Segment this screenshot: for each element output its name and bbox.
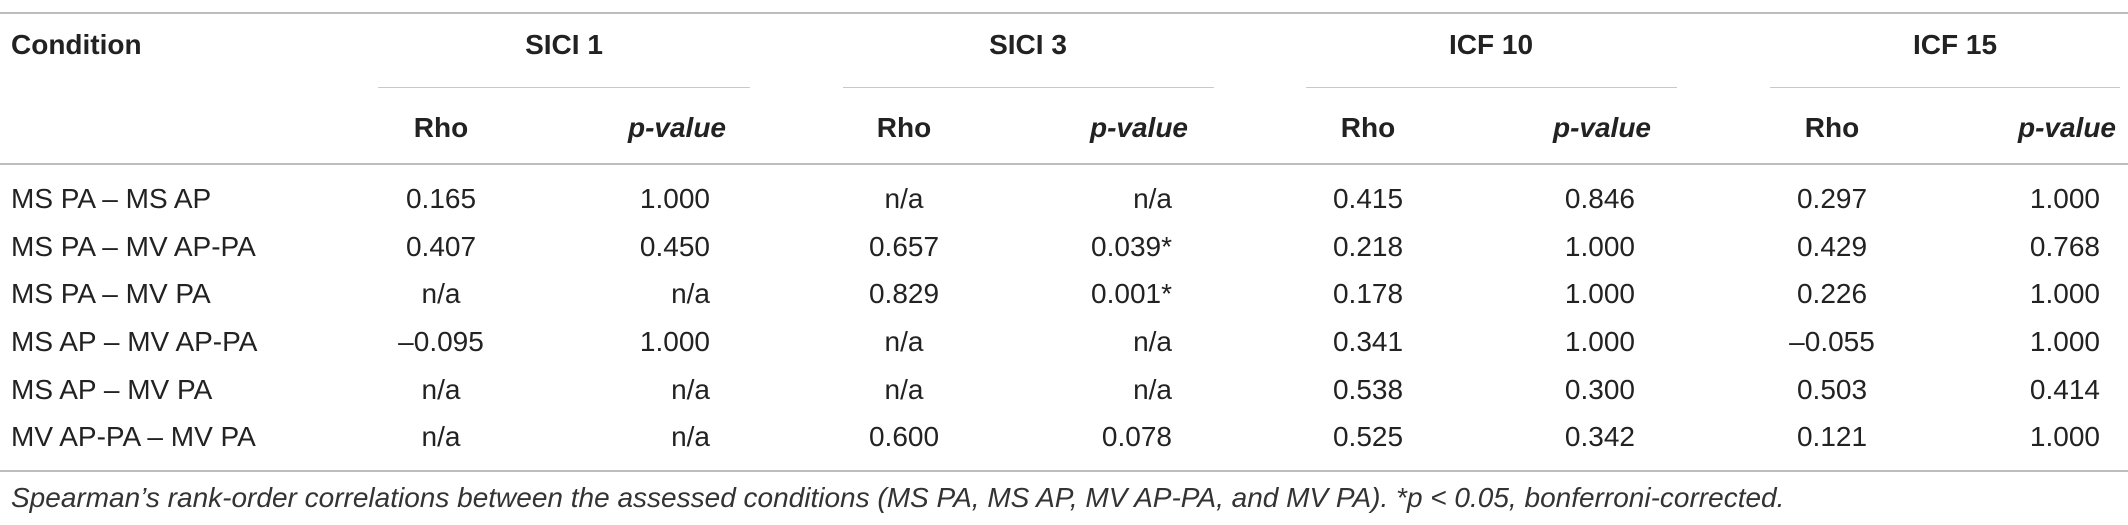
rho-cell: 0.226 (1796, 278, 1868, 309)
rho-cell: 0.178 (1332, 278, 1404, 309)
rho-cell: 0.165 (405, 183, 477, 214)
rho-cell: 0.415 (1332, 183, 1404, 214)
rho-header-sici1: Rho (413, 112, 469, 143)
rho-cell: n/a (884, 326, 924, 357)
group-underline-sici1 (378, 87, 750, 88)
rho-header-icf15: Rho (1804, 112, 1860, 143)
pvalue-cell: 1.000 (639, 326, 710, 357)
table-bottom-rule (0, 470, 2128, 472)
condition-header: Condition (11, 29, 142, 60)
group-header-icf10: ICF 10 (1448, 29, 1534, 60)
rho-header-icf10: Rho (1340, 112, 1396, 143)
pvalue-cell: 1.000 (1564, 278, 1635, 309)
row-condition: MS AP – MV AP-PA (11, 326, 258, 357)
pvalue-cell: 1.000 (2029, 326, 2100, 357)
pvalue-cell: 0.768 (2029, 231, 2100, 262)
rho-cell: 0.429 (1796, 231, 1868, 262)
pvalue-cell: 0.078 (1101, 421, 1172, 452)
pvalue-cell: 0.300 (1564, 374, 1635, 405)
group-underline-icf10 (1306, 87, 1677, 88)
rho-cell: n/a (421, 374, 461, 405)
rho-cell: 0.341 (1332, 326, 1404, 357)
rho-cell: 0.538 (1332, 374, 1404, 405)
rho-cell: 0.218 (1332, 231, 1404, 262)
pvalue-header-sici3: p-value (1089, 112, 1188, 143)
pvalue-cell: 1.000 (2029, 278, 2100, 309)
row-condition: MV AP-PA – MV PA (11, 421, 256, 452)
pvalue-cell: 0.450 (639, 231, 710, 262)
pvalue-header-sici1: p-value (627, 112, 726, 143)
rho-cell: n/a (421, 278, 461, 309)
pvalue-cell: n/a (671, 278, 710, 309)
rho-cell: 0.407 (405, 231, 477, 262)
pvalue-cell: 1.000 (639, 183, 710, 214)
rho-cell: 0.297 (1796, 183, 1868, 214)
pvalue-header-icf15: p-value (2017, 112, 2116, 143)
pvalue-cell: n/a (671, 374, 710, 405)
row-condition: MS PA – MV AP-PA (11, 231, 256, 262)
pvalue-cell: n/a (1133, 183, 1172, 214)
group-header-sici1: SICI 1 (525, 29, 603, 60)
group-header-icf15: ICF 15 (1912, 29, 1998, 60)
pvalue-cell: 1.000 (1564, 231, 1635, 262)
pvalue-cell: n/a (1133, 374, 1172, 405)
row-condition: MS AP – MV PA (11, 374, 213, 405)
rho-cell: n/a (884, 374, 924, 405)
rho-cell: 0.525 (1332, 421, 1404, 452)
group-underline-sici3 (843, 87, 1214, 88)
pvalue-cell: 1.000 (1564, 326, 1635, 357)
group-underline-icf15 (1770, 87, 2120, 88)
pvalue-cell: n/a (1133, 326, 1172, 357)
rho-header-sici3: Rho (876, 112, 932, 143)
rho-cell: 0.503 (1796, 374, 1868, 405)
pvalue-cell: 1.000 (2029, 421, 2100, 452)
rho-cell: 0.657 (868, 231, 940, 262)
table-top-rule (0, 12, 2128, 14)
pvalue-cell: 0.039* (1091, 231, 1172, 262)
rho-cell: 0.600 (868, 421, 940, 452)
pvalue-cell: 0.342 (1564, 421, 1635, 452)
row-condition: MS PA – MV PA (11, 278, 211, 309)
pvalue-cell: 0.001* (1091, 278, 1172, 309)
rho-cell: –0.055 (1789, 326, 1875, 357)
rho-cell: 0.829 (868, 278, 940, 309)
rho-cell: n/a (884, 183, 924, 214)
row-condition: MS PA – MS AP (11, 183, 212, 214)
pvalue-cell: n/a (671, 421, 710, 452)
pvalue-cell: 0.846 (1564, 183, 1635, 214)
rho-cell: –0.095 (398, 326, 484, 357)
pvalue-cell: 0.414 (2029, 374, 2100, 405)
group-header-sici3: SICI 3 (989, 29, 1067, 60)
header-bottom-rule (0, 163, 2128, 165)
rho-cell: 0.121 (1796, 421, 1868, 452)
table-caption: Spearman’s rank-order correlations betwe… (11, 482, 1785, 513)
rho-cell: n/a (421, 421, 461, 452)
pvalue-cell: 1.000 (2029, 183, 2100, 214)
pvalue-header-icf10: p-value (1552, 112, 1651, 143)
